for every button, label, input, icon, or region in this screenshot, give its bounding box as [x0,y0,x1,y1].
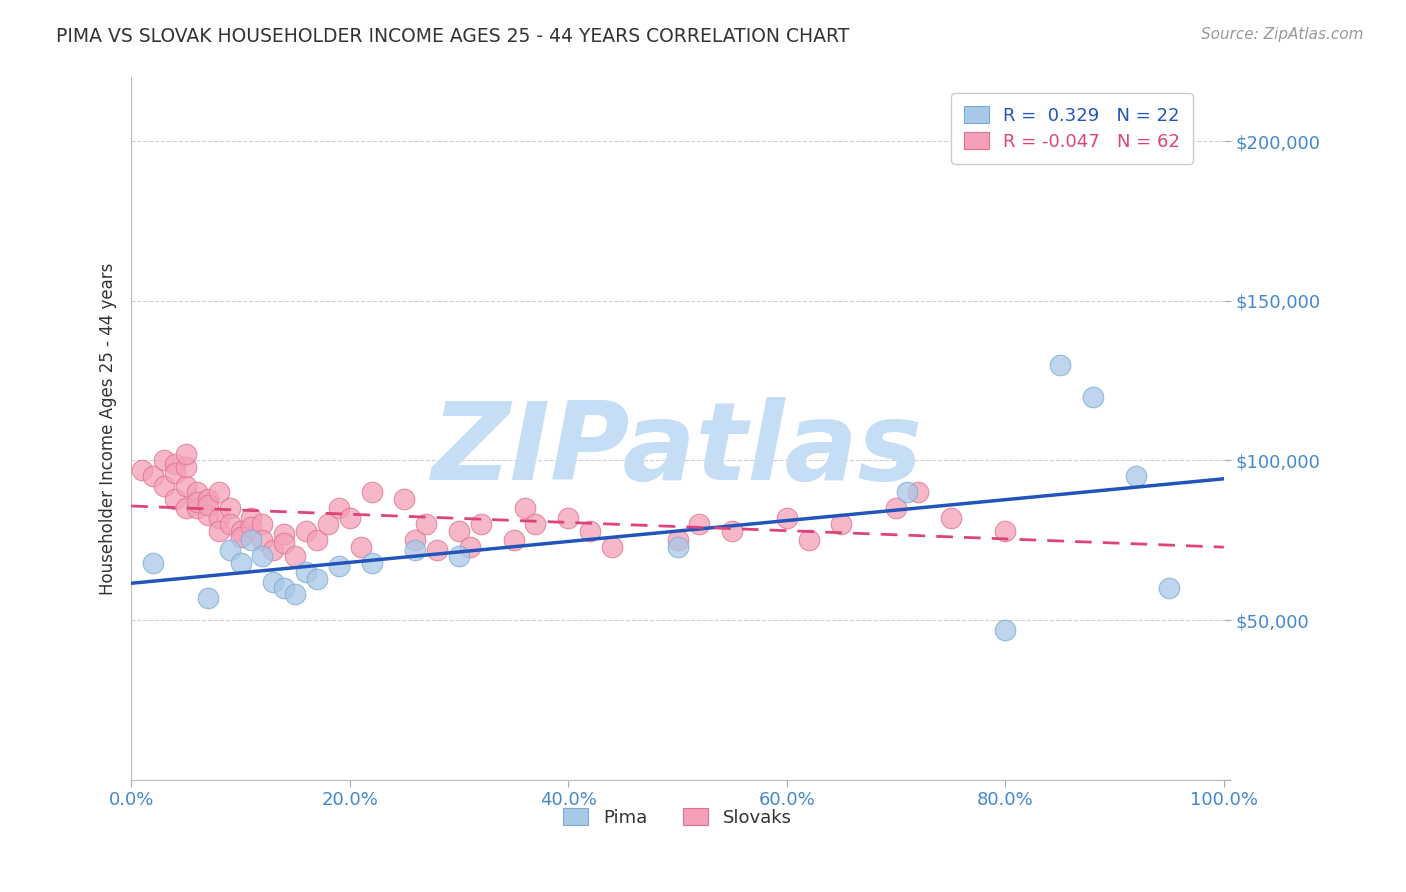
Text: PIMA VS SLOVAK HOUSEHOLDER INCOME AGES 25 - 44 YEARS CORRELATION CHART: PIMA VS SLOVAK HOUSEHOLDER INCOME AGES 2… [56,27,849,45]
Point [273,581,295,595]
Point [208,511,231,525]
Point [426,542,449,557]
Point [328,558,350,573]
Point [163,467,186,481]
Point [252,517,274,532]
Point [142,556,165,570]
Point [197,591,219,605]
Point [208,485,231,500]
Point [884,501,907,516]
Point [447,524,470,538]
Point [316,517,339,532]
Point [186,501,208,516]
Point [218,501,240,516]
Point [896,485,918,500]
Point [360,485,382,500]
Point [284,587,307,601]
Point [174,479,197,493]
Point [262,574,284,589]
Point [1081,390,1104,404]
Point [174,459,197,474]
Point [208,524,231,538]
Point [404,542,426,557]
Point [470,517,492,532]
Point [262,542,284,557]
Point [360,556,382,570]
Point [1159,581,1181,595]
Point [240,520,263,534]
Point [524,517,547,532]
Point [797,533,820,548]
Point [404,533,426,548]
Point [415,517,437,532]
Point [721,524,744,538]
Point [218,542,240,557]
Point [339,511,361,525]
Point [252,549,274,564]
Point [1049,358,1071,372]
Point [328,501,350,516]
Point [186,485,208,500]
Point [394,491,416,506]
Point [240,511,263,525]
Point [776,511,799,525]
Point [174,447,197,461]
Y-axis label: Householder Income Ages 25 - 44 years: Householder Income Ages 25 - 44 years [100,262,117,595]
Point [830,517,852,532]
Point [502,533,524,548]
Point [994,623,1017,637]
Point [240,533,263,548]
Point [153,479,176,493]
Point [305,533,328,548]
Point [557,511,579,525]
Point [186,495,208,509]
Point [994,524,1017,538]
Point [295,524,318,538]
Point [229,530,252,544]
Point [939,511,962,525]
Legend: Pima, Slovaks: Pima, Slovaks [555,800,799,834]
Point [197,508,219,522]
Point [666,540,689,554]
Point [273,536,295,550]
Point [447,549,470,564]
Point [197,498,219,512]
Point [153,453,176,467]
Point [131,463,153,477]
Point [458,540,481,554]
Point [229,524,252,538]
Text: ZIPatlas: ZIPatlas [432,397,924,502]
Point [688,517,710,532]
Point [1125,469,1147,483]
Point [579,524,602,538]
Point [600,540,623,554]
Point [666,533,689,548]
Point [229,556,252,570]
Point [907,485,929,500]
Point [284,549,307,564]
Point [305,572,328,586]
Point [174,501,197,516]
Point [197,491,219,506]
Point [350,540,373,554]
Point [142,469,165,483]
Point [513,501,536,516]
Text: Source: ZipAtlas.com: Source: ZipAtlas.com [1201,27,1364,42]
Point [163,457,186,471]
Point [163,491,186,506]
Point [252,533,274,548]
Point [218,517,240,532]
Point [295,565,318,579]
Point [273,526,295,541]
